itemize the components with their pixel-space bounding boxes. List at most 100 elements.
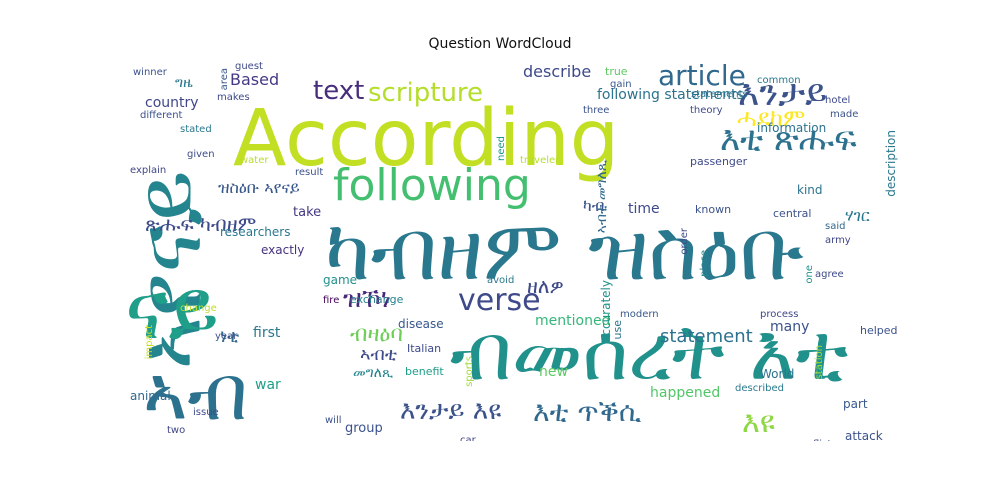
cloud-word: benefit (405, 365, 444, 378)
cloud-word: car (460, 435, 476, 442)
cloud-word: sports (464, 356, 475, 387)
cloud-word: animal (130, 389, 171, 403)
cloud-word: station (814, 345, 825, 380)
cloud-word: ሓደከም (737, 104, 806, 132)
cloud-word: ካብዘም ዝስዕቡ (325, 201, 805, 299)
cloud-word: traveler (520, 155, 560, 166)
cloud-word: time (628, 201, 660, 217)
cloud-word: described (735, 383, 784, 394)
cloud-word: modern (620, 309, 659, 320)
cloud-word: following statements (597, 87, 744, 103)
cloud-word: verse (458, 283, 541, 318)
chart-title: Question WordCloud (428, 36, 572, 52)
cloud-word: ካብ (583, 196, 605, 215)
cloud-word: place (699, 250, 710, 277)
cloud-word: attack (845, 429, 883, 441)
cloud-word: makes (217, 92, 250, 103)
cloud-word: water (240, 155, 269, 166)
cloud-word: Based (230, 70, 280, 89)
cloud-word: እንታይ እዩ (400, 396, 502, 426)
cloud-word: take (293, 205, 322, 220)
cloud-word: change (180, 303, 217, 314)
cloud-word: game (323, 273, 358, 287)
cloud-word: agree (815, 269, 844, 280)
cloud-word: መግለጺ (353, 365, 394, 381)
cloud-word: impact (144, 325, 155, 360)
cloud-word: ኣብቲ መግለጺ (594, 160, 610, 234)
cloud-word: process (760, 309, 799, 320)
cloud-word: ናይ (125, 263, 219, 358)
cloud-word: part (843, 397, 868, 411)
cloud-word: ሃገር (845, 206, 870, 225)
cloud-word: one (804, 265, 815, 284)
cloud-word: ዝኾነ (343, 284, 392, 314)
cloud-word: area (219, 68, 230, 91)
cloud-word: known (695, 203, 732, 216)
cloud-word: ግዜ (175, 75, 193, 91)
cloud-word: passenger (690, 155, 748, 168)
cloud-word: given (187, 149, 215, 160)
cloud-word: World (760, 367, 795, 381)
cloud-word: guest (235, 61, 263, 72)
cloud-word: researchers (220, 225, 291, 239)
cloud-word: description (884, 130, 898, 197)
cloud-word: winner (133, 67, 167, 78)
cloud-word: made (830, 109, 859, 120)
cloud-word: hotel (825, 95, 851, 106)
cloud-word: እቲ ጽሑፍ (720, 119, 857, 159)
cloud-word: said (825, 221, 846, 232)
cloud-word: theory (690, 105, 723, 116)
cloud-word: According (233, 94, 620, 184)
cloud-word: use (611, 320, 624, 340)
cloud-word: war (255, 377, 281, 393)
cloud-word: article (658, 60, 746, 92)
cloud-word: እቲ ጥቕሲ (533, 395, 642, 428)
cloud-word: country (145, 95, 199, 111)
cloud-word: ኣብ (143, 348, 248, 437)
cloud-word: issue (193, 407, 219, 418)
cloud-word: ነቲ (220, 326, 240, 347)
cloud-word: ጽሑፍ ካብዘም (145, 212, 257, 236)
cloud-word: central (773, 207, 812, 220)
cloud-word: conflict (795, 440, 831, 442)
cloud-word: true (605, 65, 628, 78)
cloud-word: kind (797, 183, 823, 197)
cloud-word: ዝስዕቡ ኣየናይ (218, 178, 300, 197)
cloud-word: statement (660, 326, 753, 347)
cloud-word: stated (180, 124, 212, 135)
cloud-word: fire (323, 295, 340, 306)
cloud-word: army (825, 235, 851, 246)
cloud-word: result (295, 167, 324, 178)
cloud-word: following (333, 160, 531, 211)
cloud-word: year (215, 331, 238, 342)
cloud-word: exchange (350, 293, 404, 306)
cloud-word: exactly (261, 243, 305, 257)
cloud-word: first (253, 325, 281, 341)
cloud-word: helped (860, 324, 898, 337)
cloud-word: እንታይ (738, 73, 828, 114)
cloud-word: explain (130, 165, 167, 176)
cloud-word: statements (691, 89, 748, 100)
cloud-word: disease (398, 317, 444, 331)
word-cloud: According ካብዘም ዝስዕቡ ብመሰረት እቲ ኣየናይ ናይ ኣብ follow… (125, 60, 900, 441)
cloud-word: ብመሰረት እቲ (450, 308, 849, 398)
cloud-word: two (167, 425, 186, 436)
cloud-word: information (757, 121, 827, 135)
cloud-word: different (140, 110, 183, 121)
cloud-word: describe (523, 62, 592, 81)
cloud-word: avoid (487, 275, 515, 286)
cloud-word: ዘለዎ (527, 274, 564, 298)
cloud-word: order (679, 228, 690, 255)
cloud-word: ብዛዕባ (350, 322, 403, 347)
cloud-word: three (583, 105, 610, 116)
cloud-word: new (539, 364, 568, 380)
cloud-word: will (325, 415, 342, 426)
cloud-word: Italian (407, 342, 442, 355)
cloud-word: mentioned (535, 313, 611, 329)
cloud-word: common (757, 75, 801, 86)
cloud-word: gain (610, 79, 632, 90)
cloud-word: need (496, 136, 507, 161)
cloud-word: many (770, 319, 810, 335)
cloud-word: እዩ (742, 405, 775, 440)
cloud-word: happened (650, 385, 721, 401)
